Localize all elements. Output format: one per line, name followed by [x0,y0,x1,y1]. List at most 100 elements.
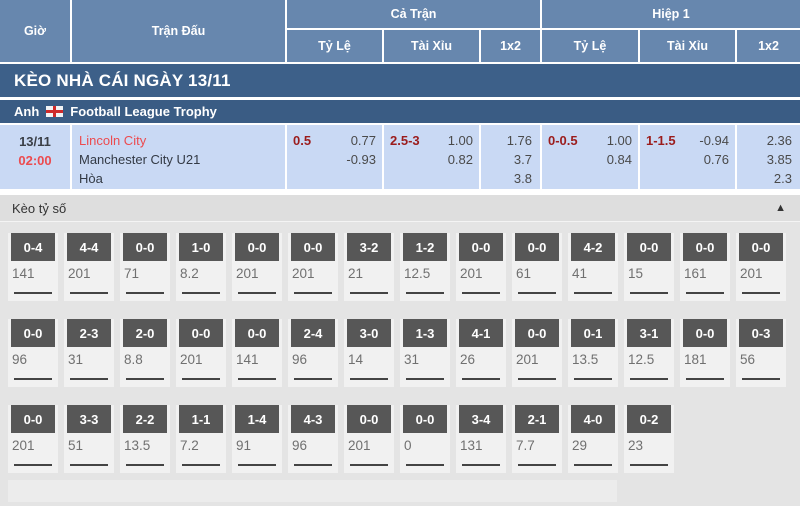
score-odds-cell[interactable]: 4-2 41 [568,233,618,301]
score-odds-cell[interactable]: 0-0 96 [8,319,58,387]
half-1x2-away-odd[interactable]: 2.3 [773,171,792,186]
half-handicap-odds-cell[interactable]: 0-0.5 1.00 0.84 [542,125,640,189]
score-label: 4-2 [571,233,615,261]
full-1x2-away-odd[interactable]: 3.8 [513,171,532,186]
score-cell-underline [630,378,668,380]
half-under-odd[interactable]: 0.76 [703,152,729,167]
score-odds-cell[interactable]: 0-0 201 [176,319,226,387]
score-label: 0-0 [515,319,559,347]
score-cell-underline [126,378,164,380]
score-label: 2-4 [291,319,335,347]
score-odds-cell[interactable]: 0-1 13.5 [568,319,618,387]
score-odds-cell[interactable]: 0-0 201 [736,233,786,301]
score-label: 2-0 [123,319,167,347]
score-odds-cell[interactable]: 0-4 141 [8,233,58,301]
score-odds-cell[interactable]: 0-0 201 [344,405,394,473]
home-team-link[interactable]: Lincoln City [79,133,147,148]
score-odds-cell[interactable]: 0-0 141 [232,319,282,387]
score-label: 4-4 [67,233,111,261]
score-odds-cell[interactable]: 1-3 31 [400,319,450,387]
collapse-arrow-icon[interactable]: ▲ [775,202,786,214]
score-odds-cell[interactable]: 4-4 201 [64,233,114,301]
score-odds-cell[interactable]: 0-3 56 [736,319,786,387]
full-over-under-odds-cell[interactable]: 2.5-3 1.00 0.82 [384,125,481,189]
score-odds-cell[interactable]: 0-0 201 [512,319,562,387]
away-team-link[interactable]: Manchester City U21 [79,152,201,167]
full-1x2-draw-odd[interactable]: 3.7 [513,152,532,167]
score-row: 0-0 96 2-3 31 2-0 8.8 0-0 201 0-0 141 2-4 96 3-0 14 1-… [8,319,800,387]
score-odds-cell[interactable]: 0-0 15 [624,233,674,301]
half-1x2-home-odd[interactable]: 2.36 [766,133,792,148]
full-handicap-line: 0.5 [293,133,312,148]
score-odds-cell[interactable]: 0-2 23 [624,405,674,473]
score-cell-underline [518,378,556,380]
match-time: 02:00 [18,153,52,168]
score-label: 1-3 [403,319,447,347]
half-1x2-odds-cell[interactable]: 2.36 3.85 2.3 [737,125,800,189]
score-cell-underline [294,292,332,294]
group-label-full-time: Cả Trận [287,0,540,30]
half-handicap-odd-away[interactable]: 0.84 [606,152,632,167]
score-odds-cell[interactable]: 2-1 7.7 [512,405,562,473]
score-odds-cell[interactable]: 3-2 21 [344,233,394,301]
score-odds-cell[interactable]: 3-0 14 [344,319,394,387]
score-odds-value: 8.2 [180,266,199,281]
score-cell-underline [574,292,612,294]
half-over-odd[interactable]: -0.94 [699,133,729,148]
score-odds-value: 13.5 [572,352,599,367]
score-cell-underline [70,292,108,294]
score-cell-underline [518,292,556,294]
score-odds-cell[interactable]: 2-3 31 [64,319,114,387]
score-odds-cell[interactable]: 0-0 161 [680,233,730,301]
full-over-odd[interactable]: 1.00 [447,133,473,148]
half-handicap-odd-home[interactable]: 1.00 [606,133,632,148]
score-odds-cell[interactable]: 0-0 0 [400,405,450,473]
score-cell-underline [742,292,780,294]
score-odds-cell[interactable]: 0-0 61 [512,233,562,301]
full-under-odd[interactable]: 0.82 [447,152,473,167]
score-odds-cell[interactable]: 1-4 91 [232,405,282,473]
score-odds-cell[interactable]: 3-4 131 [456,405,506,473]
score-odds-value: 201 [68,266,91,281]
score-odds-cell[interactable]: 0-0 201 [288,233,338,301]
score-cell-underline [294,378,332,380]
score-odds-value: 8.8 [124,352,143,367]
score-odds-cell[interactable]: 4-3 96 [288,405,338,473]
score-odds-cell[interactable]: 3-3 51 [64,405,114,473]
full-1x2-home-odd[interactable]: 1.76 [506,133,532,148]
full-handicap-odd-away[interactable]: -0.93 [346,152,376,167]
score-odds-value: 61 [516,266,532,281]
score-odds-cell[interactable]: 0-0 181 [680,319,730,387]
half-over-under-odds-cell[interactable]: 1-1.5 -0.94 0.76 [640,125,737,189]
score-cell-underline [574,378,612,380]
score-odds-cell[interactable]: 1-0 8.2 [176,233,226,301]
half-handicap-line: 0-0.5 [548,133,578,148]
full-over-under-line: 2.5-3 [390,133,420,148]
score-odds-cell[interactable]: 2-2 13.5 [120,405,170,473]
score-odds-cell[interactable]: 0-0 201 [456,233,506,301]
score-odds-cell[interactable]: 1-2 12.5 [400,233,450,301]
score-odds-cell[interactable]: 0-0 201 [232,233,282,301]
full-handicap-odd-home[interactable]: 0.77 [350,133,376,148]
score-odds-cell[interactable]: 0-0 201 [8,405,58,473]
score-cell-underline [238,378,276,380]
score-cell-underline [126,292,164,294]
score-label: 2-1 [515,405,559,433]
score-odds-cell[interactable]: 4-1 26 [456,319,506,387]
score-cell-underline [14,292,52,294]
score-odds-cell[interactable]: 2-0 8.8 [120,319,170,387]
score-odds-cell[interactable]: 2-4 96 [288,319,338,387]
league-header[interactable]: Anh Football League Trophy [0,100,800,123]
half-1x2-draw-odd[interactable]: 3.85 [766,152,792,167]
full-1x2-odds-cell[interactable]: 1.76 3.7 3.8 [481,125,542,189]
score-label: 2-2 [123,405,167,433]
correct-score-header-bar[interactable]: Kèo tỷ số ▲ [0,195,800,222]
score-odds-cell[interactable]: 0-0 71 [120,233,170,301]
full-handicap-odds-cell[interactable]: 0.5 0.77 -0.93 [287,125,384,189]
score-cell-underline [350,464,388,466]
score-cell-underline [182,378,220,380]
score-odds-cell[interactable]: 1-1 7.2 [176,405,226,473]
score-odds-cell[interactable]: 4-0 29 [568,405,618,473]
score-odds-cell[interactable]: 3-1 12.5 [624,319,674,387]
